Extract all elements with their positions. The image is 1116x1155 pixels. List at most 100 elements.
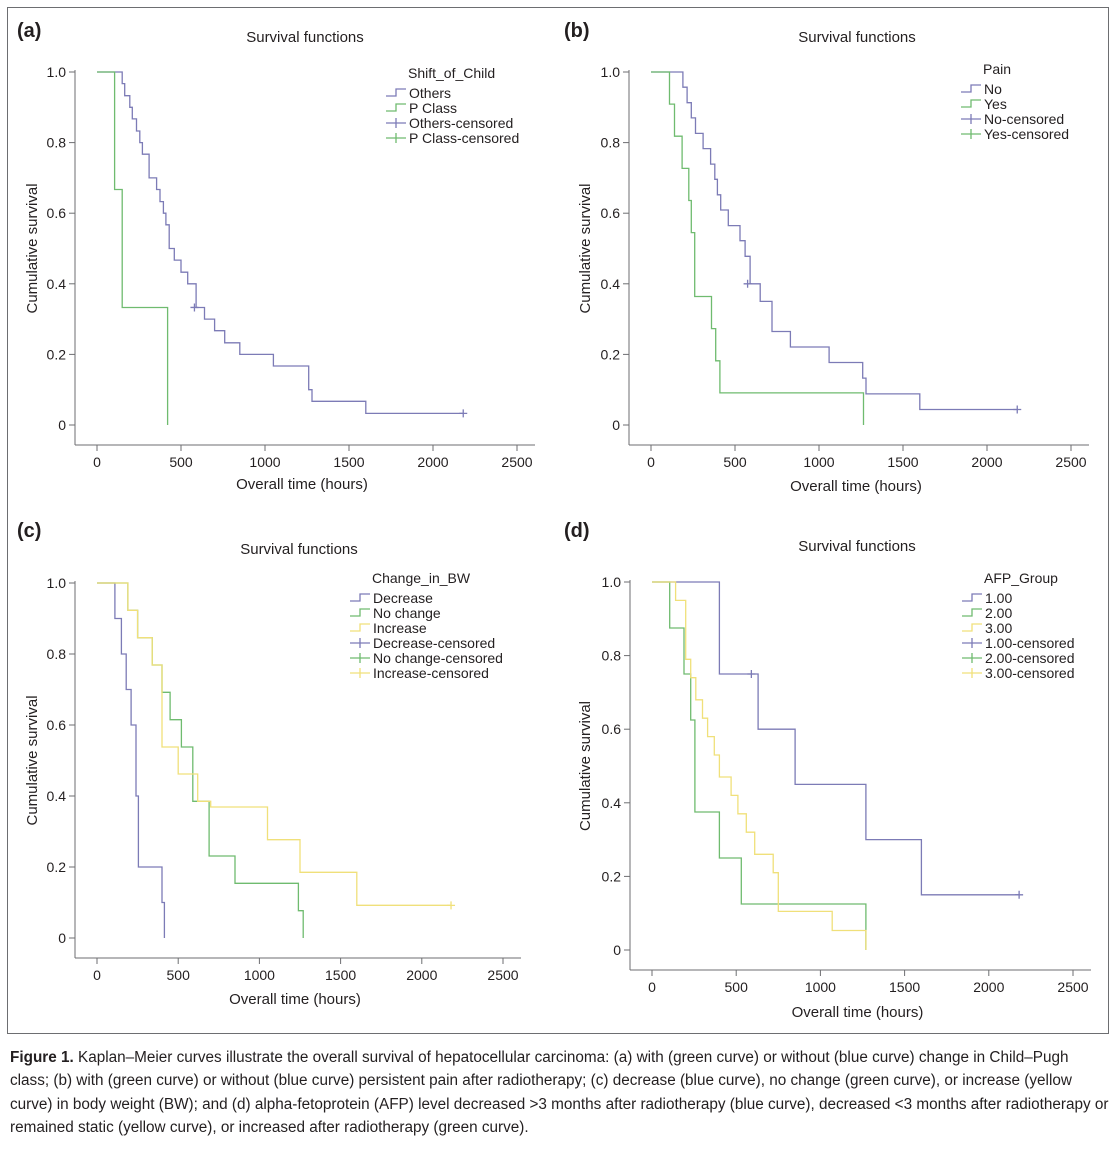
censor-mark [1015, 890, 1024, 899]
legend-swatch [961, 114, 981, 124]
x-tick-label: 500 [723, 454, 747, 470]
legend-title: AFP_Group [984, 570, 1058, 586]
legend-swatch [962, 638, 982, 648]
legend-label: No [984, 81, 1002, 97]
legend-title: Pain [983, 61, 1011, 77]
x-tick-label: 2500 [1057, 979, 1088, 995]
x-axis-label: Overall time (hours) [229, 991, 361, 1008]
survival-curve [652, 581, 867, 950]
x-tick-label: 2500 [487, 967, 518, 983]
survival-curve [97, 582, 166, 938]
legend-swatch [961, 129, 981, 139]
x-tick-label: 500 [169, 454, 193, 470]
legend-swatch [961, 84, 981, 93]
legend-label: Increase [373, 620, 427, 636]
censor-mark [447, 901, 456, 910]
x-tick-label: 500 [725, 979, 749, 995]
x-axis-label: Overall time (hours) [236, 476, 368, 493]
survival-curve [651, 71, 865, 425]
y-tick-label: 0 [58, 417, 66, 433]
x-tick-label: 2000 [973, 979, 1004, 995]
x-tick-label: 0 [647, 454, 655, 470]
legend-swatch [962, 623, 982, 632]
survival-curve [652, 581, 1020, 896]
x-tick-label: 2000 [417, 454, 448, 470]
legend-label: P Class-censored [409, 130, 519, 146]
y-tick-label: 0 [613, 942, 621, 958]
legend-label: No change [373, 605, 441, 621]
x-tick-label: 0 [93, 967, 101, 983]
legend-title: Shift_of_Child [408, 65, 495, 81]
panel-letter-c: (c) [17, 520, 42, 542]
x-tick-label: 1000 [803, 454, 834, 470]
y-tick-label: 0.4 [602, 795, 622, 811]
y-tick-label: 0.8 [602, 648, 622, 664]
x-tick-label: 0 [93, 454, 101, 470]
legend-label: 1.00-censored [985, 635, 1075, 651]
y-tick-label: 1.0 [47, 64, 67, 80]
chart-title: Survival functions [246, 29, 364, 46]
panel-letter-a: (a) [17, 20, 42, 42]
y-tick-label: 0.2 [47, 859, 67, 875]
y-tick-label: 0.6 [47, 205, 67, 221]
x-axis-label: Overall time (hours) [790, 478, 922, 495]
legend-swatch [350, 668, 370, 678]
panel-letter-b: (b) [564, 20, 590, 42]
legend-label: Others [409, 85, 451, 101]
x-tick-label: 500 [167, 967, 191, 983]
legend-swatch [350, 593, 370, 602]
chart-title: Survival functions [798, 538, 916, 555]
legend-swatch [962, 608, 982, 617]
x-tick-label: 1500 [887, 454, 918, 470]
x-tick-label: 1000 [244, 967, 275, 983]
survival-curve [651, 71, 1018, 411]
survival-curve [97, 71, 169, 425]
y-tick-label: 0.8 [601, 135, 621, 151]
legend-label: Others-censored [409, 115, 513, 131]
censor-mark [459, 409, 468, 418]
y-tick-label: 0 [612, 417, 620, 433]
x-tick-label: 1000 [805, 979, 836, 995]
survival-curve [97, 71, 464, 415]
chart-title: Survival functions [240, 541, 358, 558]
x-tick-label: 2500 [501, 454, 532, 470]
panel-letter-d: (d) [564, 520, 590, 542]
legend-swatch [962, 653, 982, 663]
legend-label: Yes-censored [984, 126, 1069, 142]
legend-swatch [350, 653, 370, 663]
y-axis-label: Cumulative survival [577, 183, 594, 313]
y-tick-label: 1.0 [601, 64, 621, 80]
y-tick-label: 0 [58, 930, 66, 946]
y-tick-label: 0.2 [47, 346, 67, 362]
legend-swatch [962, 668, 982, 678]
y-tick-label: 0.6 [47, 717, 67, 733]
legend-label: 1.00 [985, 590, 1012, 606]
y-tick-label: 1.0 [602, 574, 622, 590]
legend-swatch [961, 99, 981, 108]
y-tick-label: 0.4 [47, 788, 67, 804]
survival-curve [97, 582, 451, 906]
x-axis-label: Overall time (hours) [792, 1004, 924, 1021]
x-tick-label: 2000 [971, 454, 1002, 470]
legend-label: Decrease [373, 590, 433, 606]
x-tick-label: 0 [648, 979, 656, 995]
caption-label: Figure 1. [10, 1049, 74, 1066]
legend-label: No change-censored [373, 650, 503, 666]
x-tick-label: 1500 [333, 454, 364, 470]
legend-label: 2.00-censored [985, 650, 1075, 666]
x-tick-label: 1500 [325, 967, 356, 983]
legend-swatch [386, 88, 406, 97]
legend-label: No-censored [984, 111, 1064, 127]
y-tick-label: 0.8 [47, 135, 67, 151]
legend-title: Change_in_BW [372, 570, 471, 586]
legend-swatch [350, 623, 370, 632]
y-axis-label: Cumulative survival [24, 695, 41, 825]
legend-label: Yes [984, 96, 1007, 112]
y-tick-label: 1.0 [47, 575, 67, 591]
legend-swatch [962, 593, 982, 602]
censor-mark [747, 670, 756, 678]
